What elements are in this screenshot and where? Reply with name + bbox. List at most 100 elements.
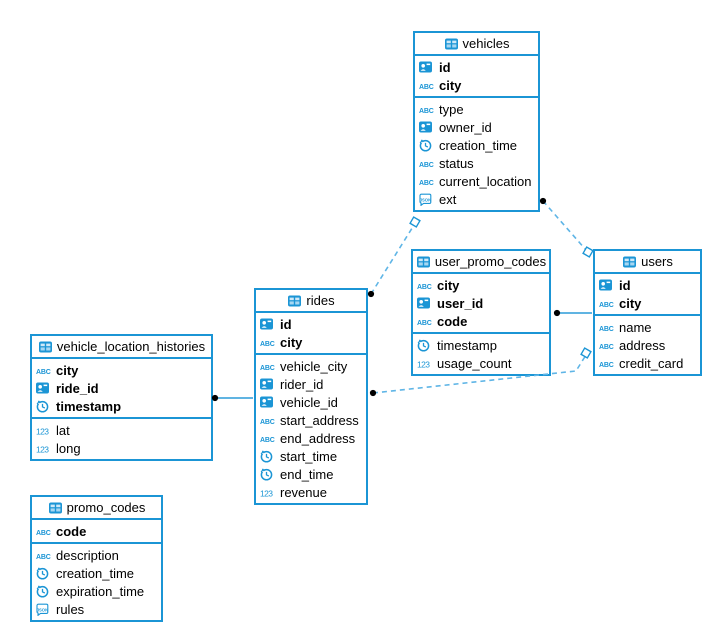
svg-text:123: 123 bbox=[417, 359, 430, 369]
column-row[interactable]: rider_id bbox=[256, 375, 366, 393]
column-label: city bbox=[619, 295, 642, 311]
column-row[interactable]: ABC type bbox=[415, 100, 538, 118]
entity-vehicle_location_histories[interactable]: vehicle_location_histories ABC city ride_… bbox=[30, 334, 213, 461]
column-label: status bbox=[439, 155, 474, 171]
column-row[interactable]: ABC code bbox=[32, 522, 161, 540]
column-row[interactable]: ride_id bbox=[32, 379, 211, 397]
text-type-icon: ABC bbox=[260, 413, 277, 427]
entity-header[interactable]: user_promo_codes bbox=[413, 251, 549, 274]
svg-text:ABC: ABC bbox=[260, 341, 275, 348]
column-row[interactable]: ABC code bbox=[413, 312, 549, 330]
column-row[interactable]: ABC address bbox=[595, 336, 700, 354]
svg-text:ABC: ABC bbox=[599, 302, 614, 309]
svg-text:ABC: ABC bbox=[417, 320, 432, 327]
relationship-endpoint-dot bbox=[367, 290, 375, 298]
uuid-icon bbox=[599, 278, 616, 292]
column-row[interactable]: JSON rules bbox=[32, 600, 161, 618]
text-type-icon: ABC bbox=[36, 548, 53, 562]
column-row[interactable]: creation_time bbox=[32, 564, 161, 582]
column-row[interactable]: 123 revenue bbox=[256, 483, 366, 501]
primary-key-section: id ABC city bbox=[595, 274, 700, 316]
relationship-endpoint-diamond bbox=[409, 216, 421, 228]
column-label: owner_id bbox=[439, 119, 492, 135]
relationship-endpoint-dot bbox=[539, 197, 547, 205]
json-icon: JSON bbox=[419, 192, 436, 206]
entity-user_promo_codes[interactable]: user_promo_codes ABC city user_id ABC code… bbox=[411, 249, 551, 376]
column-row[interactable]: vehicle_id bbox=[256, 393, 366, 411]
column-row[interactable]: ABC current_location bbox=[415, 172, 538, 190]
column-row[interactable]: user_id bbox=[413, 294, 549, 312]
svg-text:ABC: ABC bbox=[419, 84, 434, 91]
column-row[interactable]: 123 lat bbox=[32, 421, 211, 439]
column-label: long bbox=[56, 440, 81, 456]
column-label: id bbox=[619, 277, 631, 293]
column-row[interactable]: JSON ext bbox=[415, 190, 538, 208]
primary-key-section: id ABC city bbox=[256, 313, 366, 355]
svg-text:ABC: ABC bbox=[260, 365, 275, 372]
column-row[interactable]: end_time bbox=[256, 465, 366, 483]
column-label: ride_id bbox=[56, 380, 99, 396]
timestamp-icon bbox=[419, 138, 436, 152]
entity-header[interactable]: promo_codes bbox=[32, 497, 161, 520]
svg-text:ABC: ABC bbox=[419, 180, 434, 187]
column-row[interactable]: id bbox=[415, 58, 538, 76]
column-row[interactable]: ABC status bbox=[415, 154, 538, 172]
column-label: ext bbox=[439, 191, 457, 207]
text-type-icon: ABC bbox=[260, 335, 277, 349]
column-row[interactable]: ABC city bbox=[415, 76, 538, 94]
number-type-icon: 123 bbox=[36, 441, 53, 455]
primary-key-section: ABC city ride_id timestamp bbox=[32, 359, 211, 419]
column-row[interactable]: expiration_time bbox=[32, 582, 161, 600]
svg-text:ABC: ABC bbox=[419, 108, 434, 115]
primary-key-section: ABC code bbox=[32, 520, 161, 544]
column-row[interactable]: ABC description bbox=[32, 546, 161, 564]
column-label: city bbox=[56, 362, 79, 378]
column-row[interactable]: ABC name bbox=[595, 318, 700, 336]
svg-text:ABC: ABC bbox=[260, 419, 275, 426]
text-type-icon: ABC bbox=[36, 524, 53, 538]
text-type-icon: ABC bbox=[417, 314, 434, 328]
entity-rides[interactable]: rides id ABC city ABC vehicle_city rider_i… bbox=[254, 288, 368, 505]
entity-header[interactable]: rides bbox=[256, 290, 366, 313]
column-row[interactable]: 123 usage_count bbox=[413, 354, 549, 372]
column-row[interactable]: start_time bbox=[256, 447, 366, 465]
columns-section: 123 lat 123 long bbox=[32, 419, 211, 459]
column-row[interactable]: creation_time bbox=[415, 136, 538, 154]
column-row[interactable]: ABC city bbox=[256, 333, 366, 351]
svg-text:123: 123 bbox=[260, 488, 273, 498]
column-row[interactable]: ABC start_address bbox=[256, 411, 366, 429]
entity-header[interactable]: users bbox=[595, 251, 700, 274]
table-icon bbox=[287, 294, 302, 308]
column-row[interactable]: ABC city bbox=[413, 276, 549, 294]
column-row[interactable]: ABC credit_card bbox=[595, 354, 700, 372]
entity-vehicles[interactable]: vehicles id ABC city ABC type owner_id cre… bbox=[413, 31, 540, 212]
entity-header[interactable]: vehicle_location_histories bbox=[32, 336, 211, 359]
entity-title: vehicles bbox=[462, 36, 510, 51]
svg-text:ABC: ABC bbox=[36, 554, 51, 561]
svg-text:ABC: ABC bbox=[599, 344, 614, 351]
entity-users[interactable]: users id ABC city ABC name ABC address ABC c… bbox=[593, 249, 702, 376]
column-row[interactable]: owner_id bbox=[415, 118, 538, 136]
column-label: type bbox=[439, 101, 464, 117]
svg-text:JSON: JSON bbox=[37, 607, 48, 612]
columns-section: timestamp 123 usage_count bbox=[413, 334, 549, 374]
column-row[interactable]: 123 long bbox=[32, 439, 211, 457]
column-row[interactable]: id bbox=[256, 315, 366, 333]
column-row[interactable]: timestamp bbox=[413, 336, 549, 354]
timestamp-icon bbox=[36, 399, 53, 413]
entity-header[interactable]: vehicles bbox=[415, 33, 538, 56]
column-row[interactable]: timestamp bbox=[32, 397, 211, 415]
columns-section: ABC vehicle_city rider_id vehicle_id ABC s… bbox=[256, 355, 366, 503]
column-label: id bbox=[439, 59, 451, 75]
column-row[interactable]: ABC end_address bbox=[256, 429, 366, 447]
entity-promo_codes[interactable]: promo_codes ABC code ABC description creat… bbox=[30, 495, 163, 622]
json-icon: JSON bbox=[36, 602, 53, 616]
relationship-endpoint-dot bbox=[369, 389, 377, 397]
column-row[interactable]: id bbox=[595, 276, 700, 294]
table-icon bbox=[444, 37, 459, 51]
column-row[interactable]: ABC city bbox=[595, 294, 700, 312]
number-type-icon: 123 bbox=[260, 485, 277, 499]
column-row[interactable]: ABC vehicle_city bbox=[256, 357, 366, 375]
column-row[interactable]: ABC city bbox=[32, 361, 211, 379]
column-label: revenue bbox=[280, 484, 327, 500]
